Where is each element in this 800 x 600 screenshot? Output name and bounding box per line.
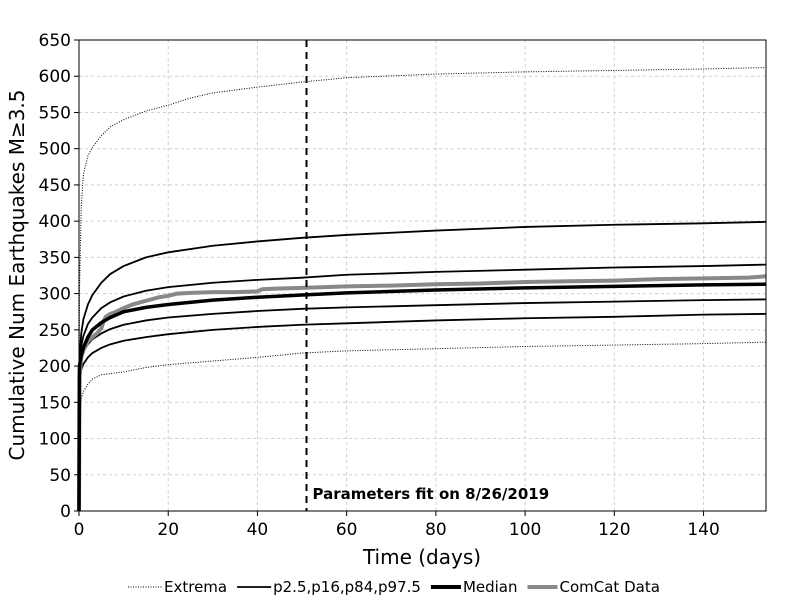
y-tick-label: 200 bbox=[39, 357, 71, 377]
legend-label: Median bbox=[463, 578, 518, 596]
x-tick-label: 140 bbox=[687, 520, 719, 540]
grid bbox=[79, 40, 766, 511]
x-tick-label: 40 bbox=[247, 520, 269, 540]
series-line-p2-5 bbox=[78, 313, 767, 512]
legend-label: p2.5,p16,p84,p97.5 bbox=[273, 578, 421, 596]
legend-label: ComCat Data bbox=[560, 578, 660, 596]
plot-area bbox=[79, 40, 766, 511]
y-tick-label: 350 bbox=[39, 248, 71, 268]
y-tick-label: 300 bbox=[39, 285, 71, 305]
x-tick-label: 20 bbox=[157, 520, 179, 540]
fit-date-label: Parameters fit on 8/26/2019 bbox=[313, 485, 550, 503]
y-tick-label: 550 bbox=[39, 103, 71, 123]
y-tick-label: 650 bbox=[39, 31, 71, 51]
y-tick-label: 100 bbox=[39, 430, 71, 450]
series-line-extrema bbox=[78, 67, 767, 512]
y-tick-label: 150 bbox=[39, 393, 71, 413]
y-tick-label: 450 bbox=[39, 176, 71, 196]
x-axis-title: Time (days) bbox=[362, 545, 481, 569]
x-tick-label: 0 bbox=[74, 520, 85, 540]
series-line-comcat-data bbox=[77, 274, 767, 512]
plot-frame bbox=[78, 39, 767, 512]
y-tick-label: 0 bbox=[60, 502, 71, 522]
x-tick-label: 100 bbox=[509, 520, 541, 540]
legend: Extrema p2.5,p16,p84,p97.5 Median ComCat Da… bbox=[128, 578, 660, 596]
y-axis-title: Cumulative Num Earthquakes M≥3.5 bbox=[5, 89, 29, 460]
y-tick-label: 600 bbox=[39, 67, 71, 87]
series-line-p84 bbox=[78, 263, 767, 512]
x-tick-label: 120 bbox=[598, 520, 630, 540]
y-tick-label: 50 bbox=[49, 466, 71, 486]
annotation-layer: Parameters fit on 8/26/2019 bbox=[305, 40, 550, 511]
series-layer bbox=[77, 67, 767, 512]
x-tick-label: 60 bbox=[336, 520, 358, 540]
series-line-extrema bbox=[78, 341, 767, 512]
tick-layer: 0 20 40 60 80 100 120 140 0 50 100 150 200 250 300 350 4… bbox=[39, 31, 720, 540]
y-tick-label: 400 bbox=[39, 212, 71, 232]
y-tick-label: 500 bbox=[39, 140, 71, 160]
legend-label: Extrema bbox=[164, 578, 227, 596]
y-tick-label: 250 bbox=[39, 321, 71, 341]
series-line-p97-5 bbox=[78, 220, 767, 512]
series-line-median bbox=[77, 282, 767, 512]
x-tick-label: 80 bbox=[425, 520, 447, 540]
